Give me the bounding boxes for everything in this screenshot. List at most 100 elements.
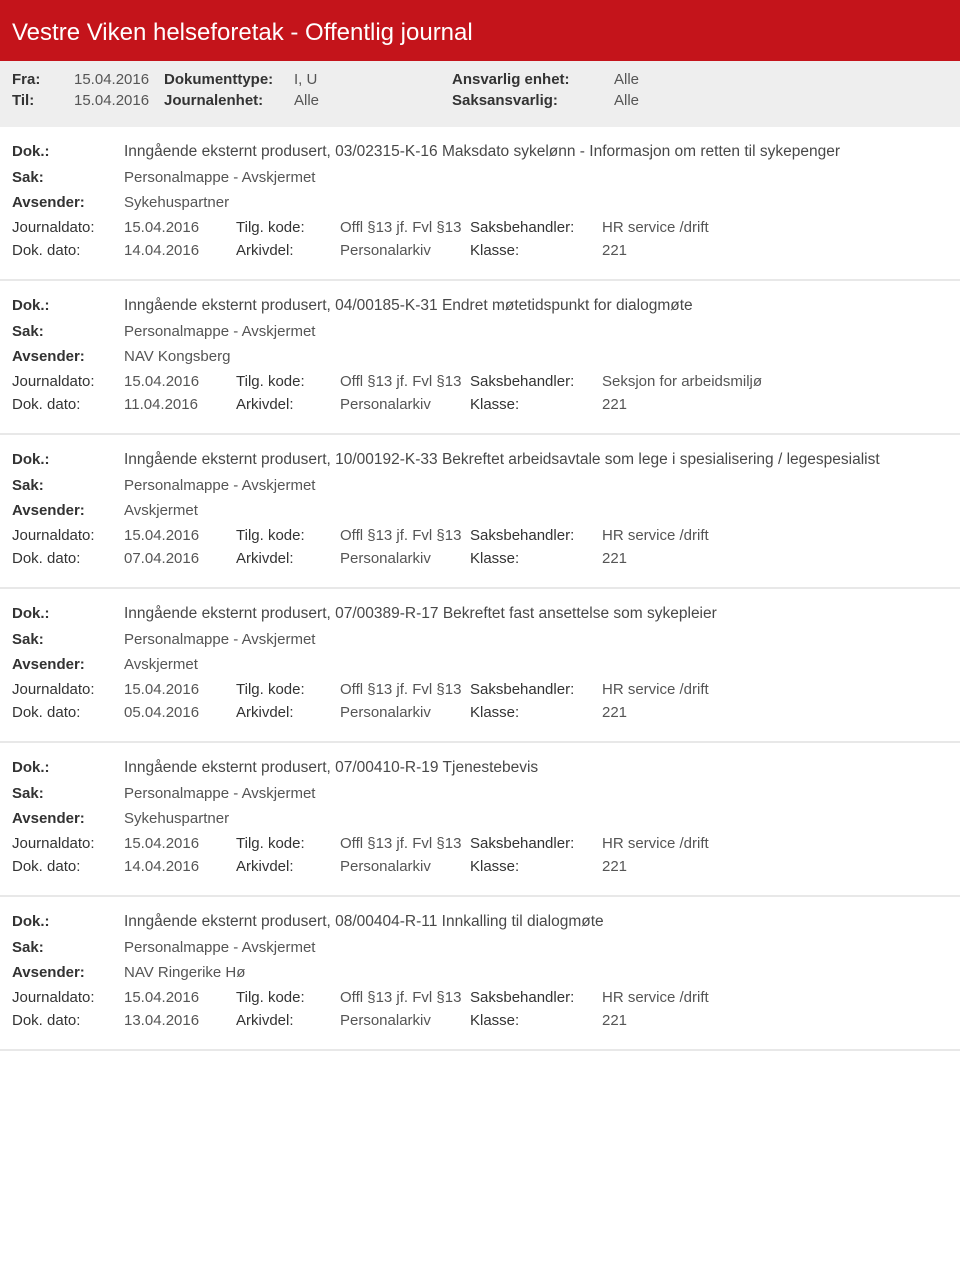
dok-dato-value: 11.04.2016 (124, 396, 236, 413)
klasse-label: Klasse: (470, 1012, 602, 1029)
dok-title: Inngående eksternt produsert, 07/00389-R… (124, 605, 717, 623)
filter-row-2: Til: 15.04.2016 Journalenhet: Alle Saksa… (12, 92, 948, 109)
sak-value: Personalmappe - Avskjermet (124, 631, 315, 648)
journaldato-label: Journaldato: (12, 527, 124, 544)
sak-value: Personalmappe - Avskjermet (124, 939, 315, 956)
journal-entry: Dok.: Inngående eksternt produsert, 07/0… (0, 589, 960, 743)
avsender-value: Sykehuspartner (124, 810, 229, 827)
sak-value: Personalmappe - Avskjermet (124, 169, 315, 186)
klasse-label: Klasse: (470, 242, 602, 259)
journalenhet-value: Alle (294, 92, 452, 109)
dok-dato-label: Dok. dato: (12, 550, 124, 567)
saksbehandler-label: Saksbehandler: (470, 527, 602, 544)
dok-label: Dok.: (12, 297, 124, 314)
tilg-kode-value: Offl §13 jf. Fvl §13 (340, 989, 470, 1006)
journaldato-value: 15.04.2016 (124, 373, 236, 390)
arkivdel-label: Arkivdel: (236, 858, 340, 875)
journaldato-value: 15.04.2016 (124, 527, 236, 544)
til-label: Til: (12, 92, 74, 109)
dok-title: Inngående eksternt produsert, 04/00185-K… (124, 297, 693, 315)
sak-value: Personalmappe - Avskjermet (124, 323, 315, 340)
dok-dato-value: 14.04.2016 (124, 858, 236, 875)
dok-dato-value: 05.04.2016 (124, 704, 236, 721)
avsender-value: Sykehuspartner (124, 194, 229, 211)
dok-label: Dok.: (12, 451, 124, 468)
dokumenttype-label: Dokumenttype: (164, 71, 294, 88)
journaldato-value: 15.04.2016 (124, 219, 236, 236)
klasse-value: 221 (602, 704, 627, 721)
journaldato-value: 15.04.2016 (124, 989, 236, 1006)
tilg-kode-label: Tilg. kode: (236, 989, 340, 1006)
klasse-value: 221 (602, 242, 627, 259)
journaldato-label: Journaldato: (12, 219, 124, 236)
tilg-kode-value: Offl §13 jf. Fvl §13 (340, 527, 470, 544)
saksbehandler-value: HR service /drift (602, 681, 709, 698)
page-title: Vestre Viken helseforetak - Offentlig jo… (12, 19, 473, 46)
avsender-label: Avsender: (12, 348, 124, 365)
avsender-label: Avsender: (12, 656, 124, 673)
dok-dato-label: Dok. dato: (12, 1012, 124, 1029)
dok-dato-label: Dok. dato: (12, 704, 124, 721)
filter-bar: Fra: 15.04.2016 Dokumenttype: I, U Ansva… (0, 61, 960, 127)
sak-value: Personalmappe - Avskjermet (124, 785, 315, 802)
journaldato-label: Journaldato: (12, 835, 124, 852)
klasse-value: 221 (602, 396, 627, 413)
journal-entry: Dok.: Inngående eksternt produsert, 08/0… (0, 897, 960, 1051)
dok-title: Inngående eksternt produsert, 10/00192-K… (124, 451, 880, 469)
saksansvarlig-label: Saksansvarlig: (452, 92, 614, 109)
dokumenttype-value: I, U (294, 71, 452, 88)
avsender-label: Avsender: (12, 964, 124, 981)
klasse-value: 221 (602, 550, 627, 567)
sak-label: Sak: (12, 169, 124, 186)
tilg-kode-label: Tilg. kode: (236, 219, 340, 236)
journaldato-label: Journaldato: (12, 373, 124, 390)
dok-title: Inngående eksternt produsert, 08/00404-R… (124, 913, 604, 931)
saksbehandler-value: HR service /drift (602, 989, 709, 1006)
klasse-label: Klasse: (470, 858, 602, 875)
tilg-kode-value: Offl §13 jf. Fvl §13 (340, 681, 470, 698)
tilg-kode-label: Tilg. kode: (236, 527, 340, 544)
dok-label: Dok.: (12, 605, 124, 622)
tilg-kode-value: Offl §13 jf. Fvl §13 (340, 835, 470, 852)
arkivdel-label: Arkivdel: (236, 396, 340, 413)
saksbehandler-value: HR service /drift (602, 835, 709, 852)
sak-label: Sak: (12, 785, 124, 802)
saksbehandler-label: Saksbehandler: (470, 989, 602, 1006)
arkivdel-value: Personalarkiv (340, 858, 470, 875)
arkivdel-value: Personalarkiv (340, 1012, 470, 1029)
arkivdel-label: Arkivdel: (236, 550, 340, 567)
arkivdel-value: Personalarkiv (340, 396, 470, 413)
avsender-value: Avskjermet (124, 656, 198, 673)
klasse-value: 221 (602, 858, 627, 875)
dok-title: Inngående eksternt produsert, 03/02315-K… (124, 143, 840, 161)
saksansvarlig-value: Alle (614, 92, 639, 109)
page-title-bar: Vestre Viken helseforetak - Offentlig jo… (0, 5, 960, 61)
arkivdel-value: Personalarkiv (340, 242, 470, 259)
ansvarlig-enhet-label: Ansvarlig enhet: (452, 71, 614, 88)
tilg-kode-label: Tilg. kode: (236, 681, 340, 698)
dok-dato-label: Dok. dato: (12, 396, 124, 413)
sak-label: Sak: (12, 939, 124, 956)
sak-label: Sak: (12, 477, 124, 494)
journalenhet-label: Journalenhet: (164, 92, 294, 109)
dok-title: Inngående eksternt produsert, 07/00410-R… (124, 759, 538, 777)
avsender-value: Avskjermet (124, 502, 198, 519)
saksbehandler-label: Saksbehandler: (470, 219, 602, 236)
avsender-label: Avsender: (12, 194, 124, 211)
arkivdel-value: Personalarkiv (340, 550, 470, 567)
avsender-value: NAV Kongsberg (124, 348, 230, 365)
journal-entry: Dok.: Inngående eksternt produsert, 04/0… (0, 281, 960, 435)
journal-entry: Dok.: Inngående eksternt produsert, 10/0… (0, 435, 960, 589)
tilg-kode-label: Tilg. kode: (236, 373, 340, 390)
sak-label: Sak: (12, 323, 124, 340)
saksbehandler-value: HR service /drift (602, 219, 709, 236)
dok-label: Dok.: (12, 143, 124, 160)
arkivdel-label: Arkivdel: (236, 1012, 340, 1029)
dok-dato-value: 14.04.2016 (124, 242, 236, 259)
tilg-kode-label: Tilg. kode: (236, 835, 340, 852)
klasse-value: 221 (602, 1012, 627, 1029)
saksbehandler-value: Seksjon for arbeidsmiljø (602, 373, 762, 390)
til-value: 15.04.2016 (74, 92, 164, 109)
arkivdel-label: Arkivdel: (236, 704, 340, 721)
dok-dato-value: 07.04.2016 (124, 550, 236, 567)
